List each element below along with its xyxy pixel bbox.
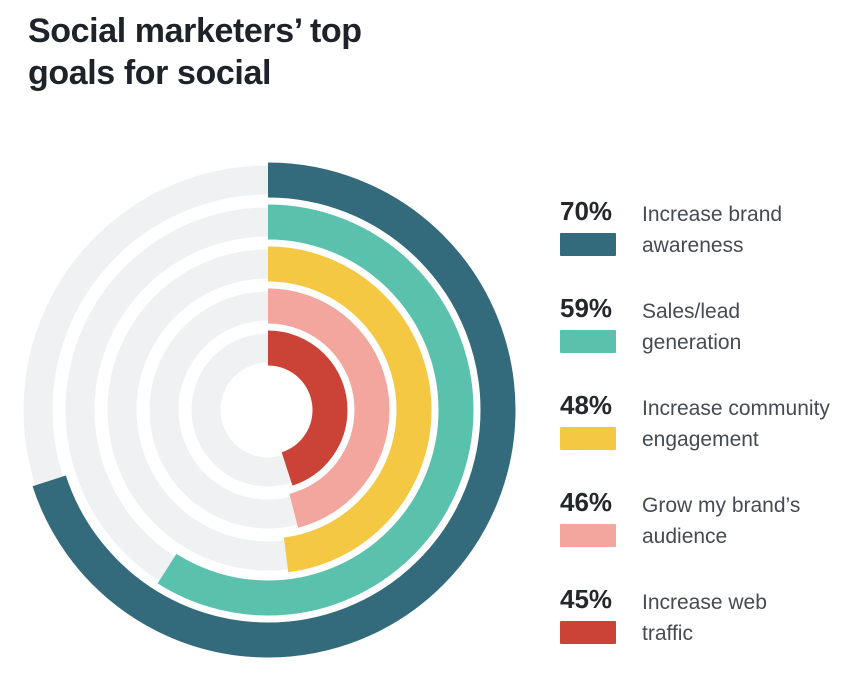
legend-item-increase-brand-awareness: 70% Increase brand awareness [560, 196, 830, 261]
legend-label: Grow my brand’s audience [642, 494, 801, 548]
legend-percent: 45% [560, 584, 613, 614]
page-title: Social marketers’ top goals for social [28, 12, 362, 93]
legend-item-increase-web-traffic: 45% Increase web traffic [560, 584, 830, 649]
legend-percent: 46% [560, 487, 613, 517]
ring-arc-3 [146, 288, 390, 532]
radial-rings-chart [14, 156, 522, 664]
legend-swatch [560, 621, 616, 645]
legend-key: 45% [560, 584, 622, 649]
legend-swatch [560, 330, 616, 354]
radial-rings-svg [20, 162, 516, 658]
legend-label: Increase brand awareness [642, 203, 783, 257]
legend-percent: 48% [560, 390, 613, 420]
ring-arc-0 [20, 162, 516, 658]
legend-key: 59% [560, 293, 622, 358]
chart-legend: 70% Increase brand awareness 59% Sales/l… [560, 196, 830, 649]
legend-item-increase-community-engagement: 48% Increase community engagement [560, 390, 830, 455]
legend-swatch [560, 233, 616, 257]
legend-label: Sales/lead generation [642, 300, 742, 354]
ring-arc-2 [104, 246, 432, 574]
legend-label: Increase web traffic [642, 591, 767, 645]
legend-item-sales-lead-generation: 59% Sales/lead generation [560, 293, 830, 358]
legend-key: 46% [560, 487, 622, 552]
legend-swatch [560, 427, 616, 451]
legend-label: Increase community engagement [642, 397, 830, 451]
ring-arc-4 [188, 330, 348, 490]
legend-key: 70% [560, 196, 622, 261]
ring-arc-1 [62, 204, 474, 616]
legend-percent: 59% [560, 293, 613, 323]
legend-key: 48% [560, 390, 622, 455]
legend-item-grow-my-brands-audience: 46% Grow my brand’s audience [560, 487, 830, 552]
legend-percent: 70% [560, 196, 613, 226]
legend-swatch [560, 524, 616, 548]
